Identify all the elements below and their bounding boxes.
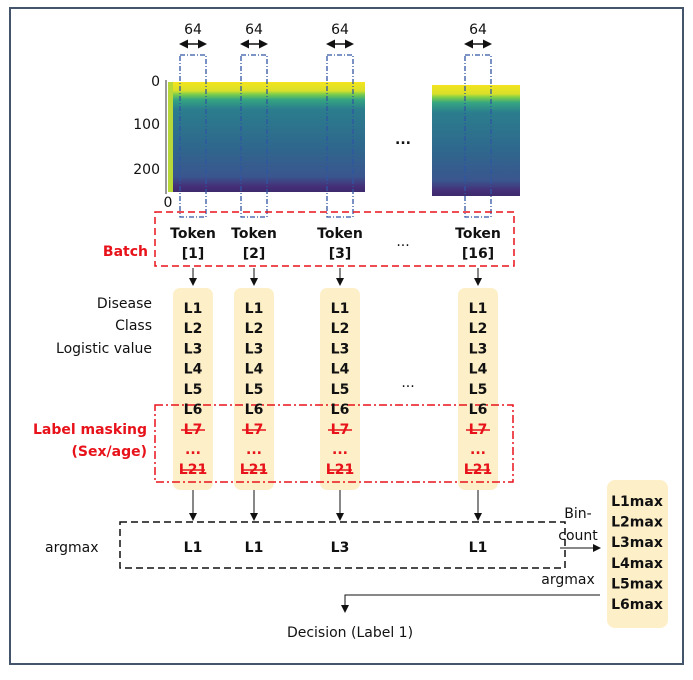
spectrogram-edge bbox=[168, 82, 173, 192]
logit-label: L4 bbox=[245, 362, 264, 378]
batch-label: Batch bbox=[103, 244, 148, 260]
token-width: 64 bbox=[469, 22, 487, 38]
logit-label: L3 bbox=[469, 341, 488, 357]
logit-label: L5 bbox=[331, 382, 350, 398]
max-label: L5max bbox=[611, 576, 663, 592]
max-label: L6max bbox=[611, 597, 663, 613]
caption: Class bbox=[115, 318, 152, 334]
logit-column bbox=[320, 288, 360, 490]
logit-label: L3 bbox=[245, 341, 264, 357]
logit-label: L4 bbox=[331, 362, 350, 378]
argmax-result: L1 bbox=[469, 540, 488, 556]
logit-label: L3 bbox=[184, 341, 203, 357]
masking-box bbox=[154, 404, 514, 483]
logit-label: L5 bbox=[184, 382, 203, 398]
logit-label: L2 bbox=[331, 321, 350, 337]
x-tick: 0 bbox=[164, 195, 173, 211]
logit-label: L1 bbox=[469, 301, 488, 317]
token-index: [2] bbox=[243, 246, 266, 262]
token-label: Token bbox=[317, 226, 363, 242]
masked-label: ... bbox=[332, 442, 348, 458]
logit-column bbox=[234, 288, 274, 490]
token-label: Token bbox=[170, 226, 216, 242]
logit-label: L6 bbox=[184, 402, 203, 418]
logit-label: L5 bbox=[469, 382, 488, 398]
ellipsis: ... bbox=[396, 234, 409, 250]
logit-label: L4 bbox=[184, 362, 203, 378]
token-index: [16] bbox=[462, 246, 494, 262]
caption: Logistic value bbox=[56, 341, 152, 357]
masked-label: ... bbox=[185, 442, 201, 458]
token-window bbox=[464, 54, 492, 218]
max-label: L4max bbox=[611, 556, 663, 572]
argmax-label: argmax bbox=[541, 572, 594, 588]
token-width: 64 bbox=[245, 22, 263, 38]
argmax-box bbox=[119, 521, 566, 569]
token-window bbox=[240, 54, 268, 218]
max-label: L3max bbox=[611, 535, 663, 551]
max-box bbox=[607, 480, 668, 628]
masking-caption: Label masking bbox=[33, 422, 147, 438]
logit-label: L4 bbox=[469, 362, 488, 378]
bincount-label: count bbox=[558, 528, 598, 544]
logit-column bbox=[173, 288, 213, 490]
masking-caption: (Sex/age) bbox=[72, 444, 147, 460]
bincount-label: Bin- bbox=[564, 506, 591, 522]
batch-box bbox=[154, 211, 515, 267]
logit-label: L2 bbox=[184, 321, 203, 337]
arrow bbox=[341, 594, 600, 613]
logit-label: L3 bbox=[331, 341, 350, 357]
frame bbox=[9, 7, 684, 665]
token-label: Token bbox=[455, 226, 501, 242]
y-tick: 0 bbox=[151, 74, 160, 90]
masked-label: ... bbox=[470, 442, 486, 458]
spectrogram bbox=[432, 85, 520, 196]
logit-label: L6 bbox=[331, 402, 350, 418]
argmax-label: argmax bbox=[45, 540, 98, 556]
token-window bbox=[326, 54, 354, 218]
token-index: [1] bbox=[182, 246, 205, 262]
token-window bbox=[179, 54, 207, 218]
token-width: 64 bbox=[331, 22, 349, 38]
logit-label: L2 bbox=[469, 321, 488, 337]
logit-label: L1 bbox=[245, 301, 264, 317]
max-label: L1max bbox=[611, 494, 663, 510]
logit-label: L5 bbox=[245, 382, 264, 398]
logit-label: L1 bbox=[331, 301, 350, 317]
logit-column bbox=[458, 288, 498, 490]
logit-label: L2 bbox=[245, 321, 264, 337]
max-label: L2max bbox=[611, 515, 663, 531]
argmax-result: L1 bbox=[184, 540, 203, 556]
logit-label: L6 bbox=[469, 402, 488, 418]
y-tick: 200 bbox=[133, 162, 160, 178]
token-width: 64 bbox=[184, 22, 202, 38]
logit-label: L6 bbox=[245, 402, 264, 418]
logit-label: L1 bbox=[184, 301, 203, 317]
argmax-result: L3 bbox=[331, 540, 350, 556]
token-label: Token bbox=[231, 226, 277, 242]
ellipsis: ... bbox=[401, 375, 414, 391]
y-tick: 100 bbox=[133, 117, 160, 133]
token-index: [3] bbox=[329, 246, 352, 262]
caption: Disease bbox=[97, 296, 152, 312]
argmax-result: L1 bbox=[245, 540, 264, 556]
ellipsis: ... bbox=[395, 132, 411, 148]
decision: Decision (Label 1) bbox=[287, 625, 413, 641]
masked-label: ... bbox=[246, 442, 262, 458]
